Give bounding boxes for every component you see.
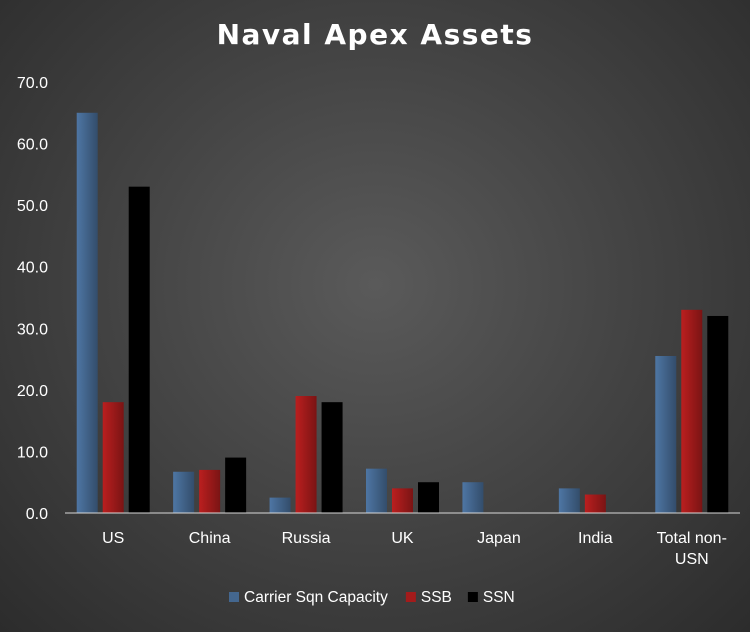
bar-ssb-russia [295, 396, 317, 513]
legend-swatch-ssn [467, 592, 478, 602]
y-axis-ticks: 0.0 10.0 20.0 30.0 40.0 50.0 60.0 70.0 [17, 75, 48, 523]
bar-ssb-uk [392, 488, 413, 513]
bar-ssn-uk [418, 482, 439, 513]
y-tick-label: 30.0 [17, 321, 48, 338]
bar-carrier-sqn-capacity-india [558, 488, 580, 513]
bar-carrier-sqn-capacity-china [173, 471, 195, 513]
y-tick-label: 40.0 [17, 260, 48, 277]
x-tick-label: US [102, 530, 124, 547]
legend-label: Carrier Sqn Capacity [244, 589, 388, 606]
x-tick-label: Total non-USN [657, 530, 727, 568]
bar-carrier-sqn-capacity-japan [462, 482, 484, 513]
bar-ssn-us [128, 186, 150, 513]
x-tick-label: India [578, 530, 613, 547]
bar-carrier-sqn-capacity-us [76, 112, 98, 514]
y-tick-label: 70.0 [17, 75, 48, 92]
bar-carrier-sqn-capacity-russia [269, 497, 291, 513]
chart-title: Naval Apex Assets [216, 18, 534, 51]
x-tick-label: China [189, 530, 231, 547]
bar-ssn-russia [321, 402, 343, 513]
bar-ssb-us [102, 402, 124, 513]
bar-carrier-sqn-capacity-total-non-usn [655, 355, 677, 513]
legend-swatch-carrier-sqn-capacity [229, 592, 239, 602]
y-tick-label: 60.0 [17, 137, 48, 154]
legend-label: SSN [483, 589, 515, 606]
y-tick-label: 10.0 [17, 444, 48, 461]
y-tick-label: 20.0 [17, 383, 48, 400]
x-tick-label: UK [391, 530, 414, 547]
legend: Carrier Sqn Capacity SSB SSN [229, 589, 515, 606]
bar-ssb-total-non-usn [681, 309, 703, 513]
y-tick-label: 50.0 [17, 198, 48, 215]
legend-label: SSB [421, 589, 452, 606]
bar-ssb-china [199, 469, 221, 513]
bar-ssb-india [584, 494, 606, 513]
x-tick-label: Japan [477, 530, 521, 547]
bar-carrier-sqn-capacity-uk [366, 468, 387, 513]
bar-ssn-china [225, 457, 247, 513]
x-tick-label: Russia [282, 530, 331, 547]
bars-group [76, 112, 729, 514]
x-axis-labels: US China Russia UK Japan India Total non-USN [102, 530, 727, 568]
bar-ssn-total-non-usn [707, 315, 729, 513]
y-tick-label: 0.0 [26, 506, 48, 523]
legend-swatch-ssb [405, 592, 416, 602]
